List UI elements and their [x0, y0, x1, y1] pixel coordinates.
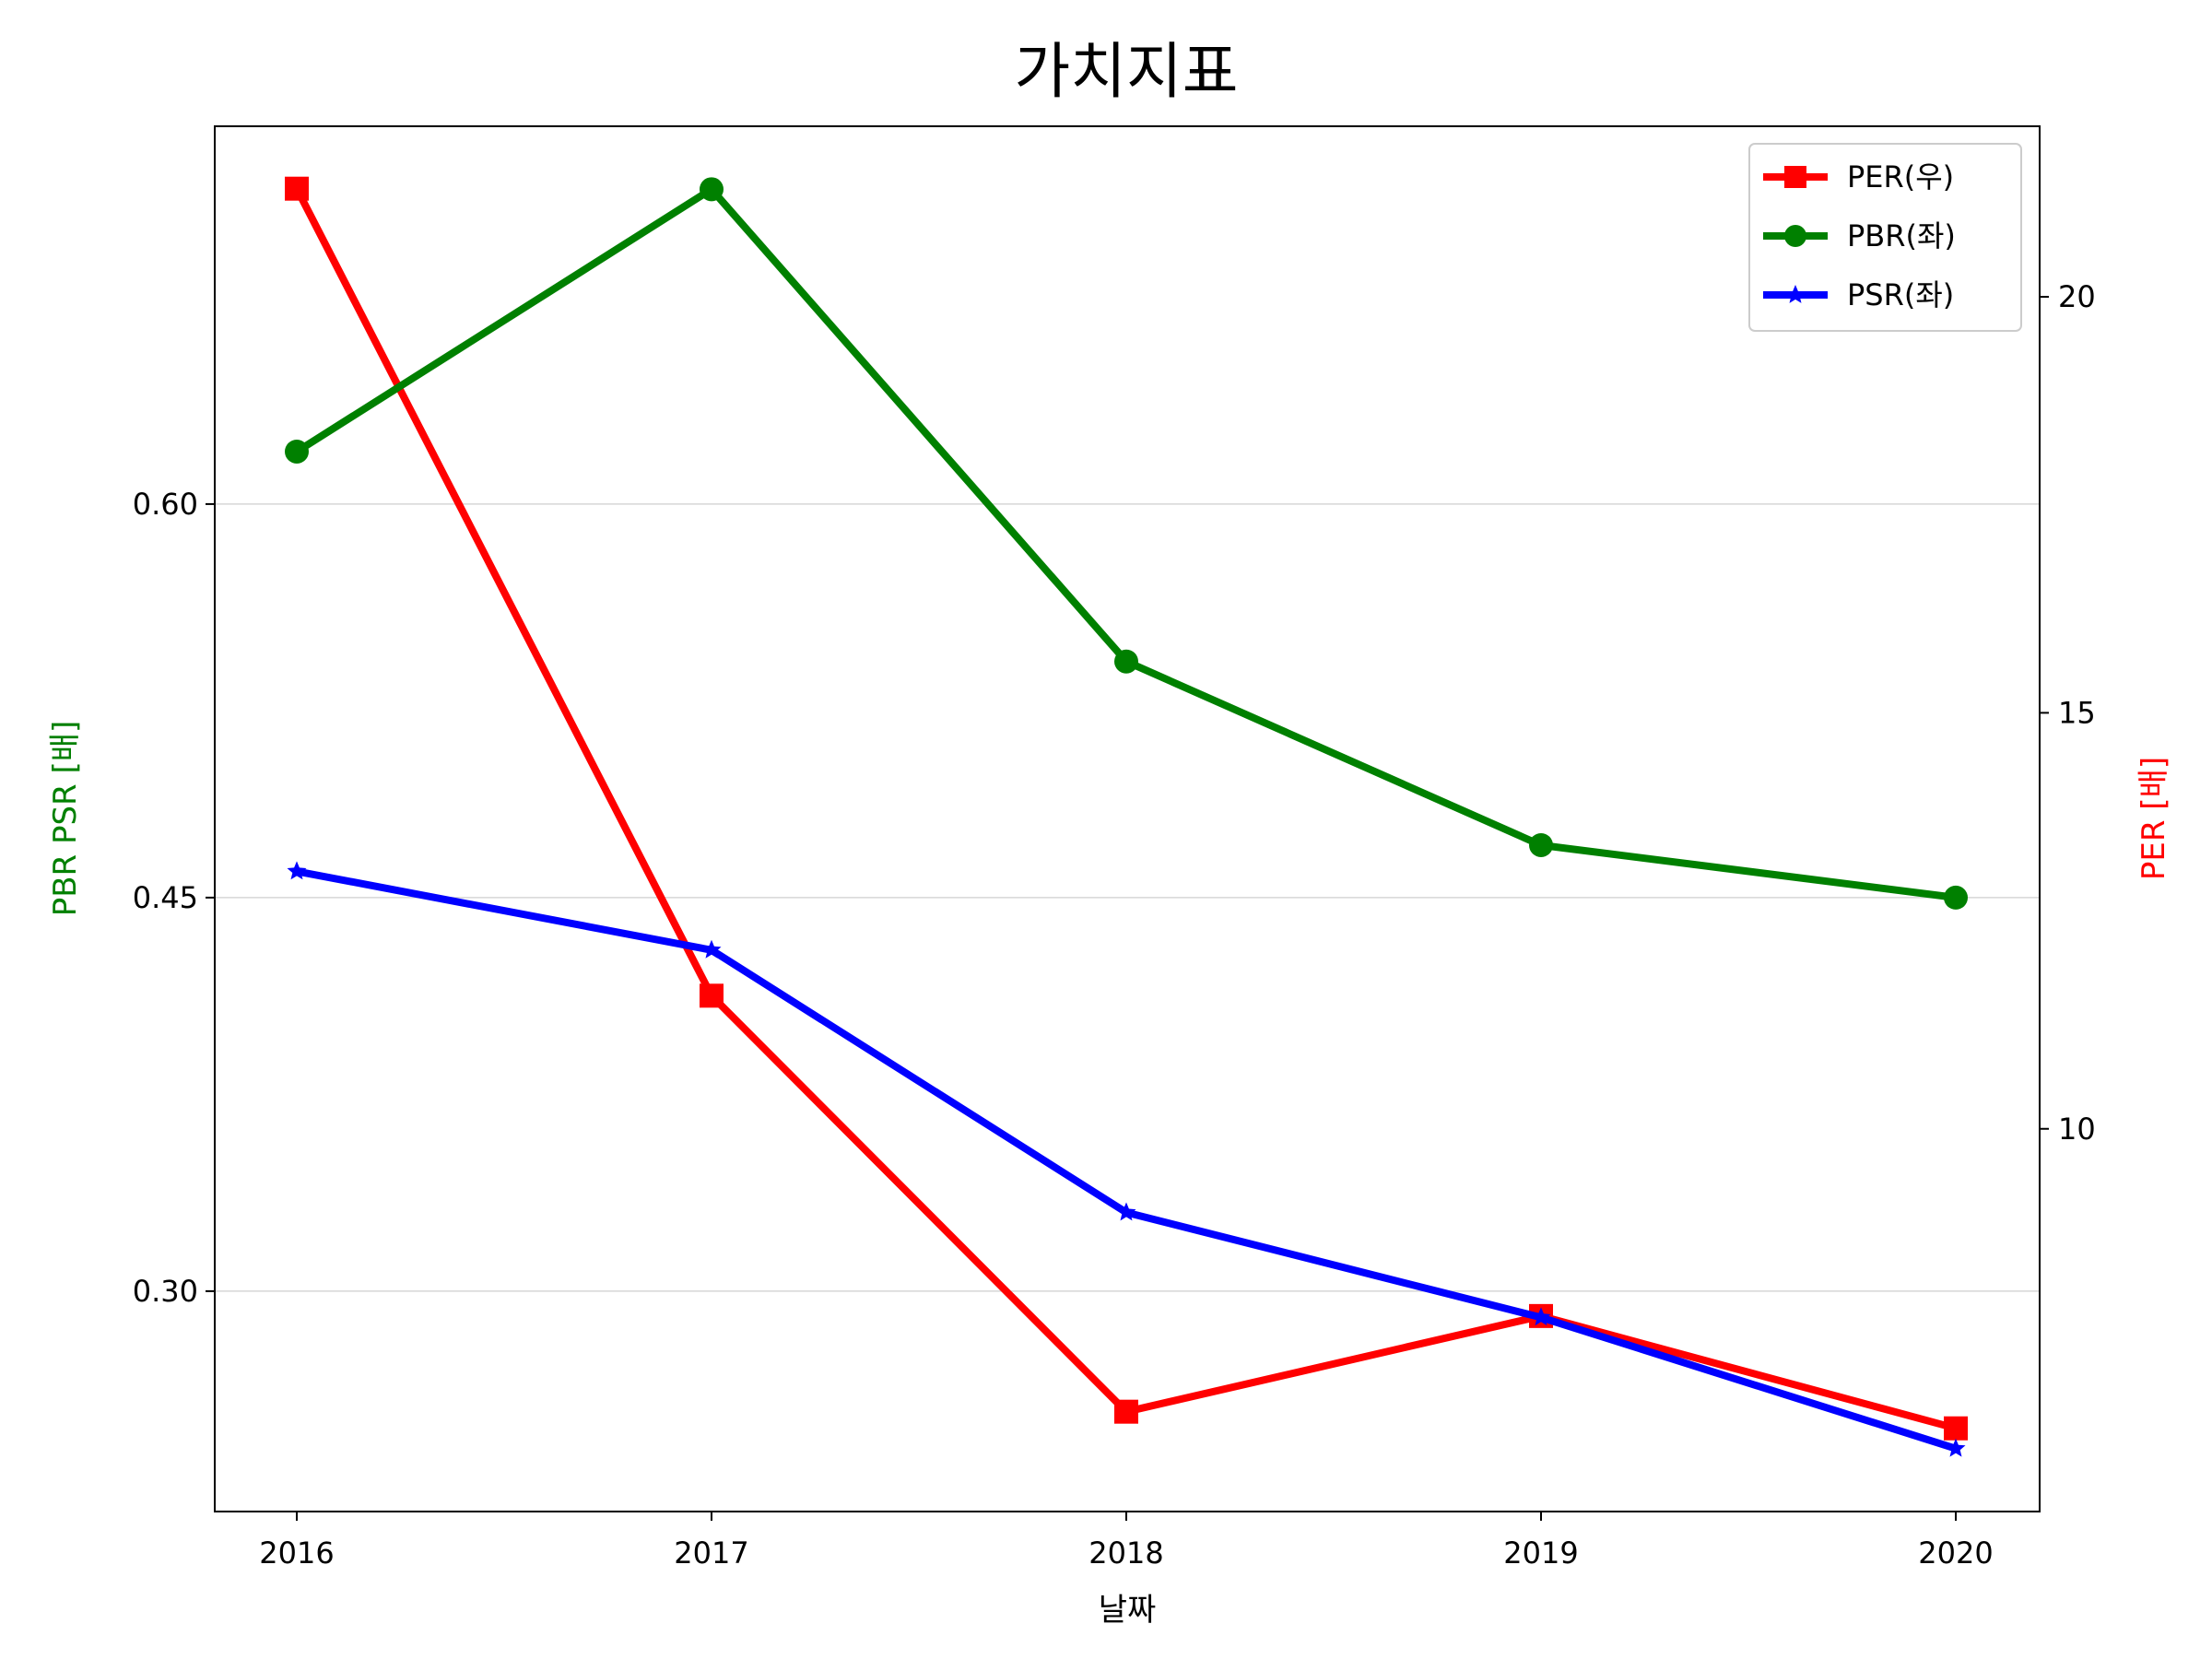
- x-tick-label: 2017: [674, 1535, 748, 1571]
- legend-box: [1748, 143, 2022, 332]
- x-tick-label: 2018: [1088, 1535, 1163, 1571]
- data-point: [287, 861, 307, 880]
- data-point: [1944, 1416, 1968, 1441]
- series-PER(우): [285, 176, 1968, 1441]
- legend-entry: PSR(좌): [1763, 277, 1954, 312]
- data-point: [700, 177, 724, 202]
- data-point: [1944, 885, 1968, 910]
- y-axis-right: 10 15 20: [2040, 279, 2096, 1147]
- data-point: [1114, 1399, 1138, 1424]
- series-line: [294, 185, 1957, 901]
- y-axis-right-label: PER [배]: [2136, 757, 2172, 880]
- data-point: [700, 983, 724, 1008]
- legend-entry: PBR(좌): [1763, 218, 1956, 253]
- x-tick-label: 2016: [259, 1535, 334, 1571]
- series-line: [293, 186, 1958, 1432]
- data-point: [1946, 1438, 1966, 1457]
- legend-marker: [1784, 225, 1806, 247]
- series-PBR(좌): [285, 177, 1968, 910]
- y-left-tick-label: 0.60: [133, 487, 198, 522]
- data-point: [285, 439, 309, 464]
- legend-entry: PER(우): [1763, 159, 1954, 194]
- x-axis: 2016 2017 2018 2019 2020: [259, 1512, 1994, 1571]
- y-left-tick-label: 0.45: [133, 880, 198, 915]
- data-point: [701, 939, 722, 959]
- series-PSR(좌): [287, 861, 1966, 1457]
- legend-label: PSR(좌): [1847, 277, 1954, 312]
- data-point: [285, 176, 309, 201]
- grid-lines: [215, 503, 2040, 1292]
- legend-marker: [1784, 166, 1806, 188]
- x-tick-label: 2019: [1503, 1535, 1578, 1571]
- legend-label: PBR(좌): [1847, 218, 1956, 253]
- data-point: [1116, 1202, 1136, 1221]
- legend: PER(우) PBR(좌) PSR(좌): [1748, 143, 2022, 332]
- y-axis-left: 0.30 0.45 0.60: [133, 487, 215, 1309]
- x-tick-label: 2020: [1918, 1535, 1993, 1571]
- x-axis-label: 날짜: [1099, 1592, 1157, 1629]
- y-left-tick-label: 0.30: [133, 1274, 198, 1309]
- data-point: [1531, 1307, 1551, 1326]
- data-point: [1529, 832, 1553, 857]
- y-right-tick-label: 15: [2058, 695, 2096, 730]
- chart-title: 가치지표: [1015, 36, 1239, 107]
- y-right-tick-label: 10: [2058, 1112, 2096, 1147]
- series-layer: [285, 176, 1968, 1457]
- legend-marker: [1785, 285, 1806, 303]
- legend-label: PER(우): [1847, 159, 1954, 194]
- data-point: [1114, 649, 1138, 674]
- y-axis-left-label: PBR PSR [배]: [47, 721, 84, 917]
- y-right-tick-label: 20: [2058, 279, 2096, 314]
